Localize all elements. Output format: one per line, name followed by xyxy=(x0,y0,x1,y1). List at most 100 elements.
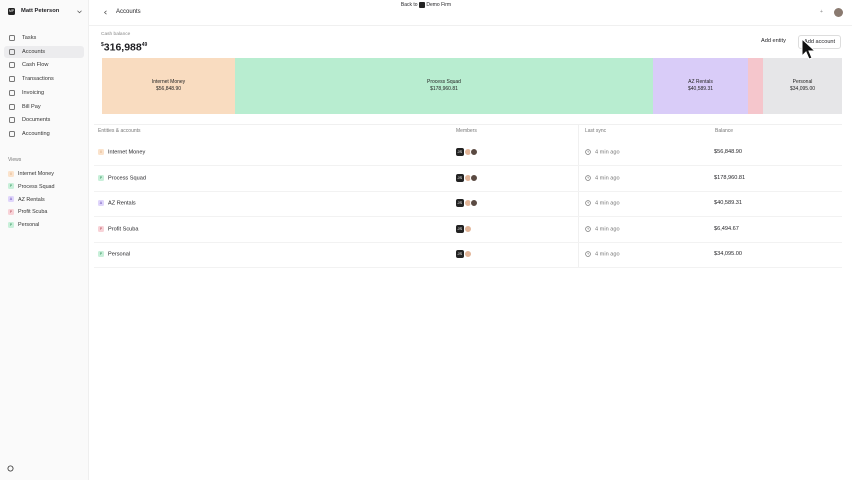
entity-name: Internet Money xyxy=(108,149,146,156)
chat-icon[interactable] xyxy=(7,465,14,472)
sync-text: 4 min ago xyxy=(595,200,620,207)
entity-name: AZ Rentals xyxy=(108,200,136,207)
clock-icon xyxy=(585,251,591,258)
clock-icon xyxy=(585,200,591,206)
view-chip: P xyxy=(8,183,14,190)
view-label: AZ Rentals xyxy=(18,196,45,203)
entity-chip: P xyxy=(98,174,104,181)
nav-label: Invoicing xyxy=(22,89,45,96)
treemap-segment[interactable]: Personal $34,095.00 xyxy=(763,58,842,114)
user-name[interactable]: Matt Peterson xyxy=(21,8,60,14)
banner-prefix: Back to xyxy=(400,2,418,8)
nav-icon xyxy=(9,117,15,124)
nav-item[interactable]: Accounts xyxy=(4,45,84,58)
entity-cell: I Internet Money xyxy=(98,149,145,156)
member-avatar xyxy=(469,148,478,156)
balance-cell: $178,960.81 xyxy=(714,174,746,181)
member-avatar xyxy=(469,199,478,208)
table-row[interactable]: A AZ Rentals JS 4 min ago $40,589.31 xyxy=(94,191,842,218)
segment-label: AZ Rentals xyxy=(688,79,713,85)
sync-cell: 4 min ago xyxy=(585,200,620,207)
nav-item[interactable]: Cash Flow xyxy=(4,59,84,71)
member-avatar xyxy=(463,224,472,233)
balance-cell: $56,848.90 xyxy=(714,149,742,155)
back-arrow[interactable] xyxy=(103,10,108,15)
entity-cell: P Personal xyxy=(98,251,130,258)
treemap-segment[interactable]: Internet Money $56,848.90 xyxy=(102,58,235,114)
banner-firm[interactable]: Demo Firm xyxy=(426,2,452,8)
table-row[interactable]: I Internet Money JS 4 min ago $56,848.90 xyxy=(94,140,842,166)
view-item[interactable]: P Process Squad xyxy=(8,181,55,193)
nav-item[interactable]: Transactions xyxy=(4,73,84,85)
add-account-button[interactable]: Add account xyxy=(798,35,842,49)
balance-cell: $34,095.00 xyxy=(714,251,742,258)
view-item[interactable]: P Profit Scuba xyxy=(8,206,47,218)
banner: Back to Demo Firm xyxy=(0,0,852,10)
nav-item[interactable]: Bill Pay xyxy=(4,101,84,113)
segment-amount: $34,095.00 xyxy=(789,86,816,92)
nav-item[interactable]: Documents xyxy=(4,114,84,126)
table-row[interactable]: P Profit Scuba JS 4 min ago $6,494.67 xyxy=(94,217,842,243)
segment-amount: $56,848.90 xyxy=(155,86,182,92)
top-plus[interactable]: + xyxy=(820,9,823,15)
page-title: Accounts xyxy=(116,9,141,15)
view-item[interactable]: A AZ Rentals xyxy=(8,194,45,206)
sync-text: 4 min ago xyxy=(595,149,620,156)
balance-cell: $40,589.31 xyxy=(714,200,742,207)
entity-cell: A AZ Rentals xyxy=(98,200,136,207)
view-label: Personal xyxy=(18,222,40,229)
column-divider xyxy=(578,124,579,268)
segment-amount: $178,960.81 xyxy=(430,86,458,92)
nav-label: Accounts xyxy=(22,48,46,55)
header-divider xyxy=(88,25,852,26)
members-cell: JS xyxy=(456,224,472,233)
members-cell: JS xyxy=(456,148,478,156)
entity-name: Personal xyxy=(108,251,131,258)
view-chip: P xyxy=(8,208,14,215)
view-label: Process Squad xyxy=(18,183,55,190)
treemap-segment[interactable]: AZ Rentals $40,589.31 xyxy=(653,58,748,114)
entity-cell: P Process Squad xyxy=(98,174,146,182)
sync-cell: 4 min ago xyxy=(585,149,620,156)
member-avatar xyxy=(463,250,472,259)
view-label: Profit Scuba xyxy=(18,209,48,216)
firm-icon xyxy=(418,1,425,8)
user-avatar: MP xyxy=(8,8,15,15)
views-title: Views xyxy=(8,157,22,163)
nav-icon xyxy=(9,35,15,41)
cash-cents: 49 xyxy=(141,42,148,48)
cash-balance: $316,98849 xyxy=(101,39,147,54)
column-header: Members xyxy=(456,128,477,134)
nav-label: Bill Pay xyxy=(22,103,41,110)
view-item[interactable]: P Personal xyxy=(8,219,39,231)
table-row[interactable]: P Personal JS 4 min ago $34,095.00 xyxy=(94,242,842,269)
clock-icon xyxy=(585,226,591,232)
nav-item[interactable]: Invoicing xyxy=(4,87,84,99)
segment-amount: $40,589.31 xyxy=(687,86,714,92)
member-avatar xyxy=(469,173,478,182)
column-header: Balance xyxy=(715,128,734,134)
add-entity-button[interactable]: Add entity xyxy=(761,38,786,44)
chevron xyxy=(77,10,82,14)
members-cell: JS xyxy=(456,173,478,182)
nav-label: Documents xyxy=(22,117,51,124)
column-header: Entities & accounts xyxy=(98,128,141,134)
profile-avatar[interactable] xyxy=(834,8,843,17)
view-item[interactable]: I Internet Money xyxy=(8,168,54,180)
nav-label: Transactions xyxy=(22,76,54,83)
members-cell: JS xyxy=(456,250,472,259)
cash-whole: 316,988 xyxy=(103,41,142,54)
nav-icon xyxy=(9,48,15,55)
nav-label: Tasks xyxy=(22,35,37,41)
clock-icon xyxy=(585,174,591,181)
treemap-segment[interactable]: Process Squad $178,960.81 xyxy=(235,58,653,114)
clock-icon xyxy=(585,149,591,155)
members-cell: JS xyxy=(456,199,478,208)
treemap-segment xyxy=(748,58,763,114)
table-row[interactable]: P Process Squad JS 4 min ago $178,960.81 xyxy=(94,166,842,192)
sidebar: MP Matt Peterson Tasks Accounts Cash Flow T… xyxy=(0,0,89,480)
nav-item[interactable]: Accounting xyxy=(4,128,84,140)
nav-item[interactable]: Tasks xyxy=(4,32,84,44)
sync-text: 4 min ago xyxy=(595,226,620,233)
segment-label: Internet Money xyxy=(151,79,186,85)
